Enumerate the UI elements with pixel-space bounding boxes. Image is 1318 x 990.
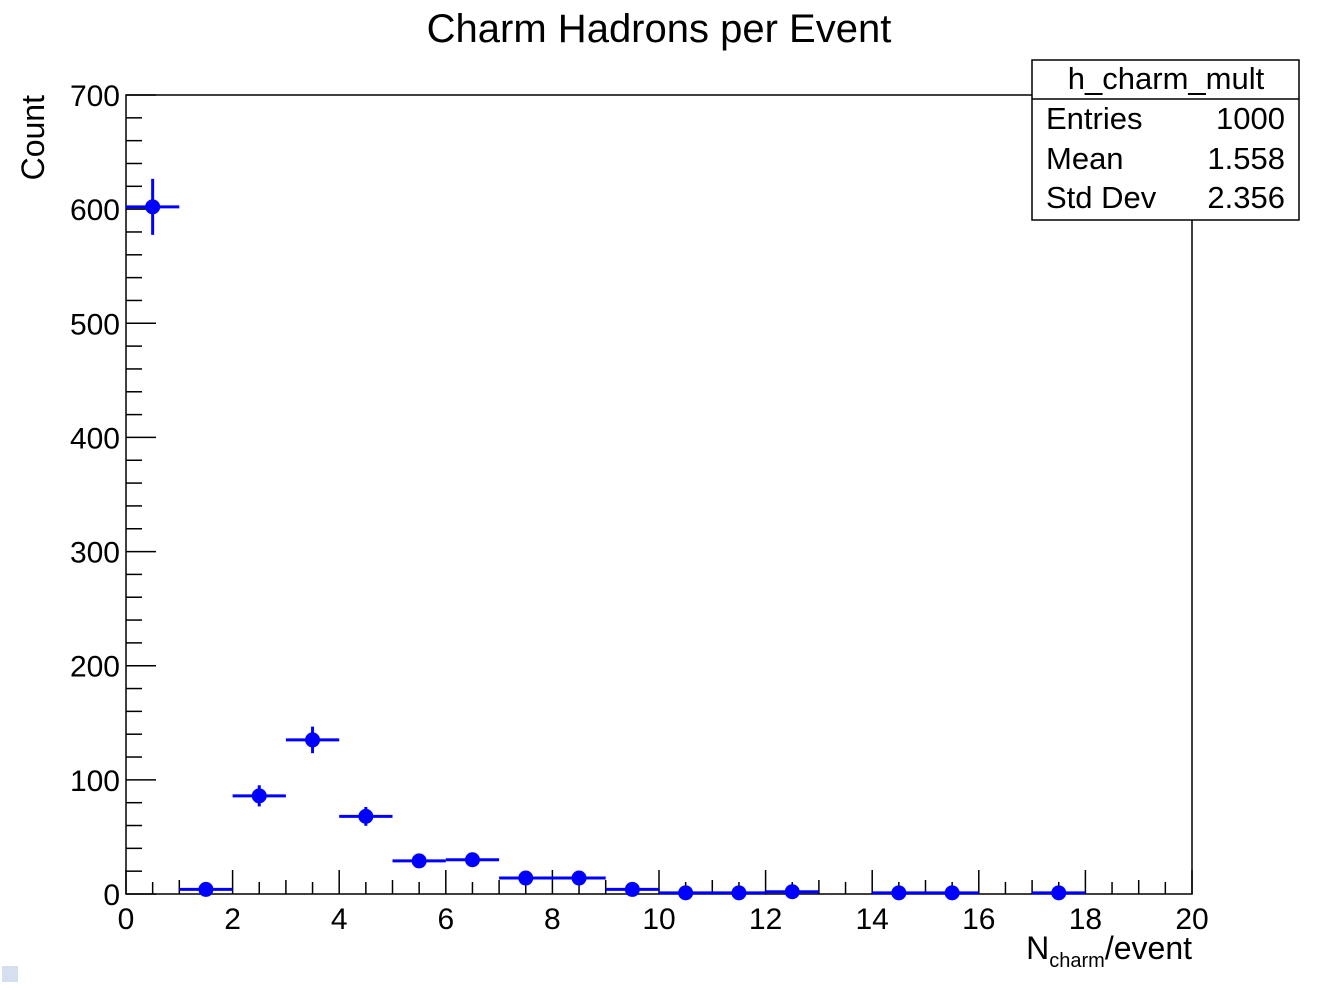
stats-mean-value: 1.558	[1207, 141, 1285, 176]
marker	[305, 732, 321, 748]
x-tick-label: 12	[749, 903, 782, 936]
stats-entries-value: 1000	[1216, 101, 1285, 136]
data-point	[445, 852, 500, 868]
marker	[1051, 885, 1067, 901]
data-point	[179, 881, 233, 897]
stats-box: h_charm_mult Entries 1000 Mean 1.558 Std…	[1031, 59, 1300, 221]
data-point	[605, 881, 659, 897]
marker	[891, 885, 907, 901]
data-point	[392, 853, 446, 869]
y-axis-ticks	[126, 94, 156, 895]
marker	[624, 881, 640, 897]
y-tick-label: 400	[70, 422, 120, 455]
x-tick-label: 8	[544, 903, 561, 936]
x-axis-title-subscript: charm	[1049, 950, 1105, 972]
stats-stddev-value: 2.356	[1207, 180, 1285, 215]
x-axis-title: Ncharm/event	[1026, 930, 1192, 972]
stats-entries-label: Entries	[1046, 101, 1142, 136]
data-point	[712, 885, 766, 901]
x-tick-label: 6	[437, 903, 454, 936]
data-series	[126, 178, 1086, 901]
data-point	[499, 870, 553, 886]
x-axis-title-suffix: /event	[1105, 930, 1192, 966]
data-point	[232, 785, 286, 807]
data-point	[552, 870, 606, 886]
marker	[411, 853, 427, 869]
y-axis-title: Count	[15, 95, 51, 181]
marker	[145, 199, 161, 215]
data-point	[1032, 885, 1086, 901]
x-tick-label: 20	[1175, 903, 1208, 936]
stats-box-frame	[1031, 59, 1300, 221]
y-tick-label: 0	[103, 879, 120, 912]
y-axis-tick-labels: 0 100 200 300 400 500 600 700	[70, 80, 120, 912]
x-tick-label: 4	[331, 903, 348, 936]
marker	[678, 885, 694, 901]
marker	[784, 884, 800, 900]
canvas-corner-marker	[2, 966, 18, 982]
x-tick-label: 2	[224, 903, 241, 936]
stats-box-title: h_charm_mult	[1068, 61, 1265, 96]
x-tick-label: 16	[962, 903, 995, 936]
stats-mean-label: Mean	[1046, 141, 1124, 176]
data-point	[925, 885, 979, 901]
y-tick-label: 500	[70, 308, 120, 341]
marker	[518, 870, 534, 886]
marker	[944, 885, 960, 901]
x-tick-label: 0	[118, 903, 135, 936]
y-tick-label: 600	[70, 194, 120, 227]
data-point	[126, 178, 180, 235]
data-point	[659, 885, 713, 901]
x-tick-label: 10	[642, 903, 675, 936]
x-tick-label: 14	[856, 903, 889, 936]
data-point	[339, 806, 393, 826]
y-tick-label: 100	[70, 765, 120, 798]
x-tick-label: 18	[1069, 903, 1102, 936]
marker	[571, 870, 587, 886]
marker	[731, 885, 747, 901]
marker	[251, 788, 267, 804]
y-tick-label: 200	[70, 651, 120, 684]
marker	[198, 881, 214, 897]
y-tick-label: 300	[70, 537, 120, 570]
marker	[464, 852, 480, 868]
x-axis-title-base: N	[1026, 930, 1049, 966]
marker	[358, 808, 374, 824]
chart-title: Charm Hadrons per Event	[427, 7, 892, 51]
x-axis-tick-labels: 0 2 4 6 8 10 12 14 16 18 20	[118, 903, 1209, 936]
stats-stddev-label: Std Dev	[1046, 180, 1157, 215]
data-point	[765, 884, 819, 900]
y-tick-label: 700	[70, 80, 120, 113]
data-point	[285, 726, 340, 754]
data-point	[872, 885, 926, 901]
